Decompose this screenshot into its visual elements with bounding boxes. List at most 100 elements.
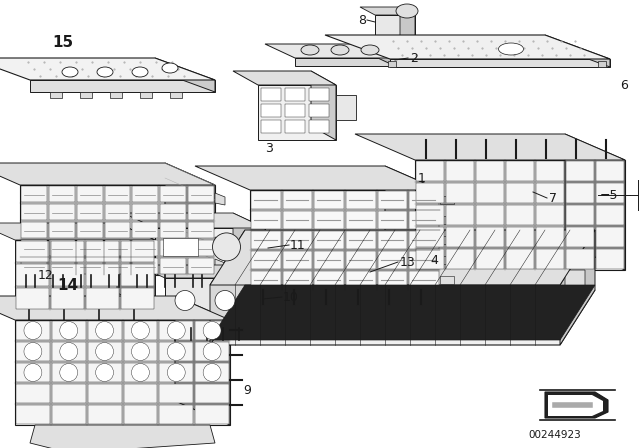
Text: 8: 8 (358, 13, 366, 26)
Polygon shape (375, 15, 415, 45)
Bar (251, 211, 281, 229)
Text: 4: 4 (430, 254, 438, 267)
Bar (160, 186, 186, 202)
Ellipse shape (62, 67, 78, 77)
Polygon shape (415, 160, 625, 270)
Text: 2: 2 (410, 52, 418, 65)
Polygon shape (0, 58, 215, 80)
Bar (309, 88, 329, 101)
Text: 13: 13 (400, 255, 416, 268)
Bar (416, 183, 444, 203)
Circle shape (60, 322, 77, 340)
Bar (132, 240, 158, 256)
Circle shape (95, 363, 113, 381)
Bar (49, 240, 75, 256)
Bar (16, 405, 50, 424)
Circle shape (167, 363, 185, 381)
Bar (251, 271, 281, 289)
Bar (16, 241, 49, 263)
Polygon shape (155, 58, 215, 92)
Polygon shape (210, 285, 595, 340)
Bar (16, 288, 49, 309)
Bar (132, 186, 158, 202)
Bar (52, 342, 86, 361)
Bar (309, 104, 329, 117)
Text: 9: 9 (243, 383, 251, 396)
Bar (506, 205, 534, 225)
Bar (88, 321, 122, 340)
Polygon shape (400, 7, 415, 45)
Text: 12: 12 (38, 268, 54, 281)
Bar (104, 258, 131, 274)
Polygon shape (385, 166, 440, 290)
Bar (251, 191, 281, 209)
Polygon shape (232, 265, 260, 328)
Bar (506, 249, 534, 269)
Polygon shape (175, 296, 230, 425)
Bar (51, 288, 84, 309)
Polygon shape (110, 92, 122, 98)
Bar (77, 258, 102, 274)
Bar (124, 321, 157, 340)
Polygon shape (140, 92, 152, 98)
Bar (596, 205, 624, 225)
Bar (52, 384, 86, 403)
Circle shape (24, 322, 42, 340)
Bar (314, 231, 344, 249)
Bar (51, 241, 84, 263)
Bar (446, 183, 474, 203)
Bar (104, 222, 131, 238)
Polygon shape (0, 223, 155, 240)
Bar (476, 249, 504, 269)
Bar (566, 227, 594, 247)
Bar (104, 186, 131, 202)
Bar (104, 240, 131, 256)
Text: 7: 7 (549, 191, 557, 204)
Bar (16, 264, 49, 286)
Bar (49, 222, 75, 238)
Bar (410, 231, 439, 249)
Polygon shape (355, 134, 625, 160)
Bar (88, 405, 122, 424)
Bar (159, 384, 193, 403)
Polygon shape (30, 425, 215, 448)
Ellipse shape (499, 43, 524, 55)
Polygon shape (295, 58, 395, 66)
Bar (104, 204, 131, 220)
Bar (378, 251, 407, 269)
Bar (21, 222, 47, 238)
Bar (346, 231, 376, 249)
Text: 14: 14 (58, 277, 79, 293)
Bar (52, 363, 86, 382)
Bar (132, 204, 158, 220)
Bar (159, 405, 193, 424)
Polygon shape (170, 92, 182, 98)
Bar (16, 384, 50, 403)
Text: 11: 11 (290, 238, 306, 251)
Bar (440, 256, 454, 264)
Bar (86, 241, 119, 263)
Bar (49, 258, 75, 274)
Bar (283, 251, 312, 269)
Bar (160, 240, 186, 256)
Bar (440, 236, 454, 244)
Bar (476, 161, 504, 181)
Bar (124, 363, 157, 382)
Polygon shape (195, 166, 440, 190)
Bar (410, 211, 439, 229)
Polygon shape (155, 228, 265, 270)
Bar (124, 405, 157, 424)
Bar (283, 271, 312, 289)
Polygon shape (493, 270, 517, 288)
Bar (21, 204, 47, 220)
Bar (283, 231, 312, 249)
Polygon shape (15, 240, 155, 310)
Bar (378, 271, 407, 289)
Polygon shape (215, 193, 225, 205)
Polygon shape (548, 395, 603, 416)
Circle shape (131, 343, 149, 361)
Bar (77, 240, 102, 256)
Bar (88, 384, 122, 403)
Polygon shape (165, 278, 260, 328)
Bar (195, 384, 229, 403)
